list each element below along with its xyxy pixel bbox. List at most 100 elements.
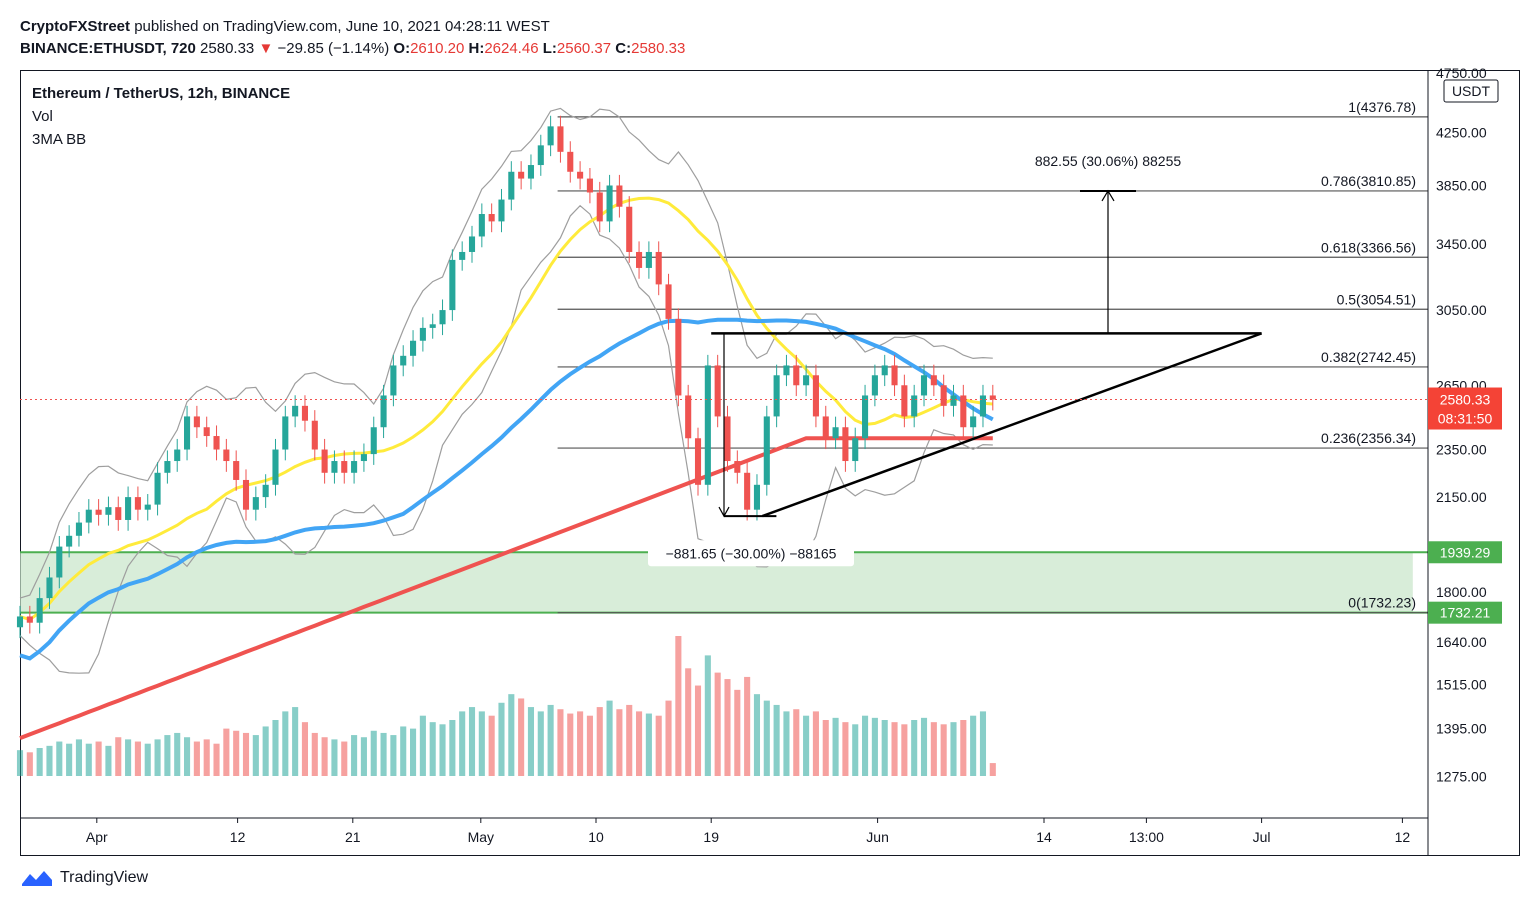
candle-body[interactable] (537, 145, 544, 166)
candle-body[interactable] (26, 616, 33, 623)
candle-body[interactable] (606, 185, 613, 222)
candle-body[interactable] (459, 251, 466, 260)
candle-body[interactable] (125, 497, 132, 520)
candle-body[interactable] (970, 416, 977, 428)
candle-body[interactable] (645, 251, 652, 268)
candle-body[interactable] (16, 616, 24, 628)
candle-body[interactable] (822, 416, 829, 439)
candle-body[interactable] (773, 375, 780, 417)
candle-body[interactable] (734, 461, 741, 473)
candle-body[interactable] (449, 259, 456, 311)
candle-body[interactable] (518, 171, 525, 179)
candle-body[interactable] (75, 522, 83, 536)
candle-body[interactable] (950, 395, 957, 406)
legend-vol[interactable]: Vol (32, 108, 53, 125)
candle-body[interactable] (803, 375, 810, 386)
candle-body[interactable] (115, 507, 122, 520)
legend-indicator[interactable]: 3MA BB (32, 131, 87, 148)
candle-body[interactable] (675, 318, 682, 396)
candle-body[interactable] (164, 461, 171, 473)
candle-body[interactable] (694, 438, 702, 485)
candle-body[interactable] (832, 427, 839, 439)
candle-body[interactable] (292, 405, 299, 417)
publisher-name[interactable]: CryptoFXStreet (20, 18, 131, 35)
candle-body[interactable] (105, 507, 112, 515)
candle-body[interactable] (911, 395, 918, 417)
candle-body[interactable] (242, 479, 250, 510)
candle-body[interactable] (920, 375, 928, 396)
candle-body[interactable] (174, 449, 181, 462)
candle-body[interactable] (351, 461, 358, 473)
candle-body[interactable] (46, 577, 53, 599)
candle-body[interactable] (763, 416, 770, 485)
candle-body[interactable] (488, 214, 495, 222)
candle-body[interactable] (272, 449, 279, 485)
candle-body[interactable] (852, 438, 859, 462)
currency-box[interactable] (1443, 79, 1499, 103)
candle-body[interactable] (753, 484, 761, 510)
candle-body[interactable] (429, 324, 436, 328)
candle-body[interactable] (783, 365, 790, 376)
candle-body[interactable] (134, 497, 141, 510)
candle-body[interactable] (596, 192, 603, 222)
candle-body[interactable] (341, 461, 348, 473)
candle-body[interactable] (665, 284, 672, 319)
candle-body[interactable] (940, 385, 947, 406)
ma-red-line[interactable] (19, 436, 993, 740)
candle-body[interactable] (812, 375, 819, 417)
candle-body[interactable] (400, 355, 407, 366)
footer-brand[interactable]: TradingView (20, 868, 148, 888)
candle-body[interactable] (56, 546, 63, 578)
candle-body[interactable] (193, 416, 200, 428)
candle-body[interactable] (626, 206, 633, 252)
candle-body[interactable] (527, 165, 535, 179)
candle-body[interactable] (508, 171, 515, 200)
candle-body[interactable] (655, 251, 662, 285)
candle-body[interactable] (439, 310, 446, 325)
candle-body[interactable] (321, 449, 328, 473)
candle-body[interactable] (557, 126, 564, 152)
candle-body[interactable] (95, 509, 102, 515)
triangle-support[interactable] (761, 332, 1263, 518)
candle-body[interactable] (744, 472, 751, 510)
candle-body[interactable] (213, 436, 220, 450)
candle-body[interactable] (586, 178, 593, 193)
candle-body[interactable] (233, 461, 240, 480)
candle-body[interactable] (862, 395, 869, 439)
candle-body[interactable] (282, 416, 289, 450)
candle-body[interactable] (478, 214, 485, 237)
candle-body[interactable] (979, 395, 987, 417)
candle-body[interactable] (793, 365, 800, 386)
candle-body[interactable] (960, 395, 967, 428)
candle-body[interactable] (577, 171, 584, 179)
candle-body[interactable] (842, 427, 849, 462)
candle-body[interactable] (468, 236, 476, 252)
candle-body[interactable] (714, 365, 721, 417)
ma-blue-line[interactable] (19, 317, 994, 661)
candle-body[interactable] (370, 427, 377, 455)
candle-body[interactable] (881, 365, 888, 376)
candle-body[interactable] (419, 327, 426, 341)
candle-body[interactable] (989, 395, 996, 400)
candle-body[interactable] (85, 509, 92, 523)
candle-body[interactable] (685, 395, 692, 439)
candle-body[interactable] (66, 535, 73, 547)
candle-body[interactable] (891, 365, 898, 386)
candle-body[interactable] (704, 365, 711, 485)
candle-body[interactable] (901, 385, 908, 417)
candle-body[interactable] (262, 484, 269, 498)
candle-body[interactable] (380, 395, 387, 428)
candle-body[interactable] (203, 427, 210, 437)
candle-body[interactable] (616, 185, 623, 207)
candle-body[interactable] (360, 454, 367, 462)
candle-body[interactable] (567, 151, 574, 172)
candle-body[interactable] (724, 416, 731, 462)
candle-body[interactable] (36, 598, 43, 623)
candle-body[interactable] (930, 375, 937, 386)
candle-body[interactable] (498, 199, 505, 222)
candle-body[interactable] (636, 251, 643, 268)
candle-body[interactable] (390, 365, 397, 396)
candle-body[interactable] (144, 504, 151, 510)
candle-body[interactable] (871, 375, 878, 396)
